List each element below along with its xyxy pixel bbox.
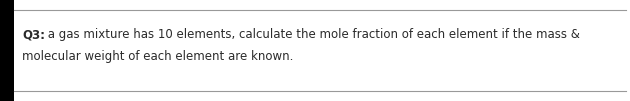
- Text: Q3:: Q3:: [22, 28, 45, 41]
- Text: a gas mixture has 10 elements, calculate the mole fraction of each element if th: a gas mixture has 10 elements, calculate…: [44, 28, 580, 41]
- Text: molecular weight of each element are known.: molecular weight of each element are kno…: [22, 50, 294, 63]
- Bar: [0, 0, 14, 101]
